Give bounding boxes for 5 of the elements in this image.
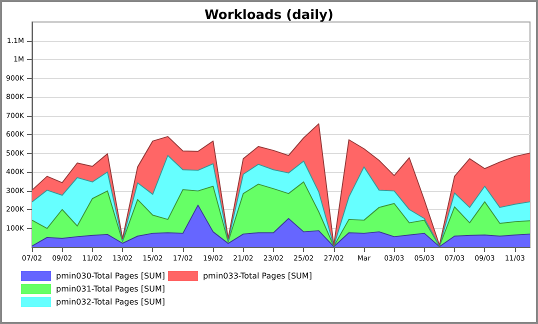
legend-label: pmin033-Total Pages [SUM] xyxy=(202,272,312,280)
chart-title: Workloads (daily) xyxy=(204,8,334,23)
legend-label: pmin031-Total Pages [SUM] xyxy=(56,284,165,294)
legend-label: pmin032-Total Pages [SUM] xyxy=(56,298,165,306)
legend-label: pmin030-Total Pages [SUM] xyxy=(56,272,165,280)
